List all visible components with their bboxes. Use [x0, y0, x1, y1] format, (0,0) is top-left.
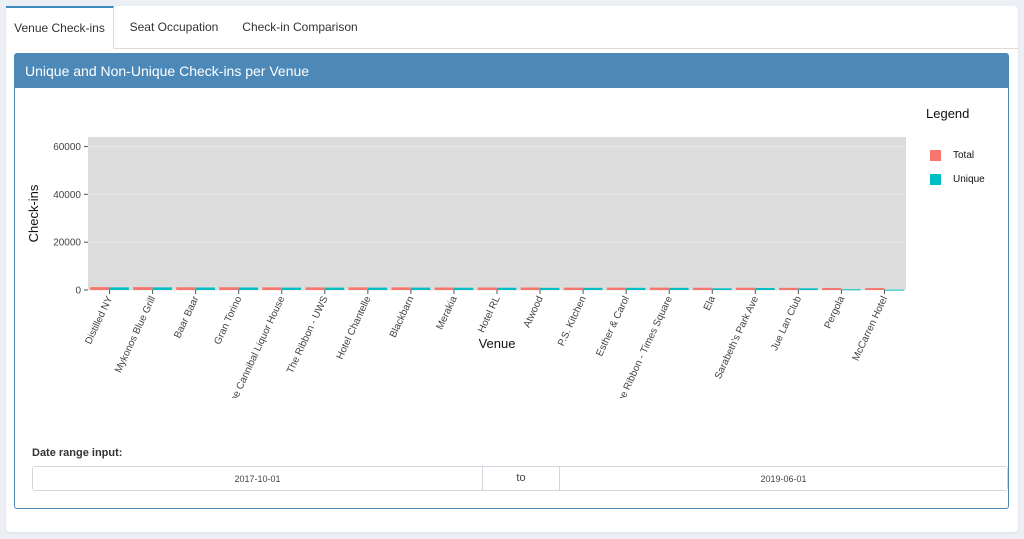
bar-unique — [798, 288, 818, 290]
bar-unique — [281, 287, 302, 290]
x-tick-label: Merakia — [435, 294, 460, 331]
x-tick-label: Hotel Chantelle — [335, 294, 374, 361]
bar-total — [90, 287, 110, 290]
legend-swatch-total — [930, 150, 941, 161]
x-tick-label: Baar Baar — [172, 294, 201, 340]
x-tick-label: McCarren Hotel — [851, 295, 891, 363]
box-title: Unique and Non-Unique Check-ins per Venu… — [15, 54, 1008, 88]
tab-check-in-comparison[interactable]: Check-in Comparison — [242, 20, 358, 34]
x-tick-label: Ela — [702, 294, 718, 312]
bar-total — [649, 287, 670, 290]
bar-total — [262, 287, 282, 290]
bar-total — [176, 287, 196, 290]
tab-seat-occupation[interactable]: Seat Occupation — [129, 20, 219, 34]
bar-total — [520, 287, 541, 290]
bar-unique — [540, 287, 560, 290]
bar-total — [348, 287, 368, 290]
bar-unique — [712, 288, 732, 290]
x-tick-label: Atwood — [522, 295, 546, 330]
bar-unique — [884, 289, 904, 291]
date-range-separator: to — [482, 467, 560, 490]
y-tick-label: 0 — [75, 286, 81, 297]
y-tick-label: 40000 — [53, 190, 81, 201]
bar-total — [822, 287, 842, 290]
bar-total — [865, 288, 885, 290]
bar-unique — [497, 287, 517, 290]
bar-total — [606, 287, 627, 290]
chart-box: Unique and Non-Unique Check-ins per Venu… — [14, 53, 1009, 509]
bar-unique — [410, 287, 431, 290]
start-date-field[interactable] — [33, 467, 482, 490]
x-tick-label: Sarabeth's Park Ave — [713, 294, 761, 381]
bar-unique — [453, 287, 474, 290]
x-tick-label: Hotel RL — [476, 294, 503, 334]
tabset-panel: Venue Check-ins Seat Occupation Check-in… — [6, 6, 1018, 532]
bar-total — [434, 287, 454, 290]
end-date-field[interactable] — [560, 467, 1007, 490]
bar-unique — [238, 287, 259, 290]
x-tick-label: The Ribbon - UWS — [285, 294, 331, 375]
date-range-label: Date range input: — [32, 447, 123, 459]
bar-unique — [626, 287, 646, 290]
legend-label-total: Total — [953, 150, 975, 161]
bar-unique — [109, 287, 129, 290]
bar-total — [778, 287, 799, 290]
bar-unique — [324, 287, 345, 290]
bar-total — [477, 287, 497, 290]
y-axis-title: Check-ins — [26, 184, 41, 242]
bar-total — [219, 287, 239, 290]
x-tick-label: Distilled NY — [83, 294, 115, 346]
bar-total — [563, 287, 584, 290]
bar-total — [735, 287, 756, 290]
x-tick-label: Gran Torino — [212, 294, 244, 346]
bar-unique — [195, 287, 216, 290]
legend-label-unique: Unique — [953, 174, 985, 185]
x-tick-label: Pergola — [823, 294, 848, 330]
bar-unique — [367, 287, 388, 290]
bar-unique — [152, 287, 172, 290]
bar-total — [305, 287, 325, 290]
x-tick-label: Blackbarn — [388, 295, 417, 340]
y-tick-label: 60000 — [53, 142, 81, 153]
bar-unique — [583, 287, 603, 290]
x-tick-label: Jue Lan Club — [769, 294, 804, 352]
bar-total — [391, 287, 411, 290]
x-tick-label: Esther & Carol — [594, 295, 631, 359]
bar-total — [692, 287, 713, 290]
x-tick-label: Mykonos Blue Grill — [113, 295, 158, 375]
x-axis-title: Venue — [479, 336, 516, 351]
plot-panel — [88, 137, 906, 290]
date-range-input: to — [32, 466, 1008, 491]
legend-title: Legend — [926, 106, 970, 121]
bar-unique — [841, 289, 861, 291]
tab-bar: Venue Check-ins Seat Occupation Check-in… — [6, 6, 1018, 49]
legend-swatch-unique — [930, 174, 941, 185]
x-tick-label: P.S. Kitchen — [556, 295, 589, 348]
y-tick-label: 20000 — [53, 238, 81, 249]
bar-unique — [755, 287, 775, 290]
tab-venue-check-ins[interactable]: Venue Check-ins — [6, 6, 114, 49]
bar-total — [133, 287, 153, 290]
bar-unique — [669, 287, 689, 290]
